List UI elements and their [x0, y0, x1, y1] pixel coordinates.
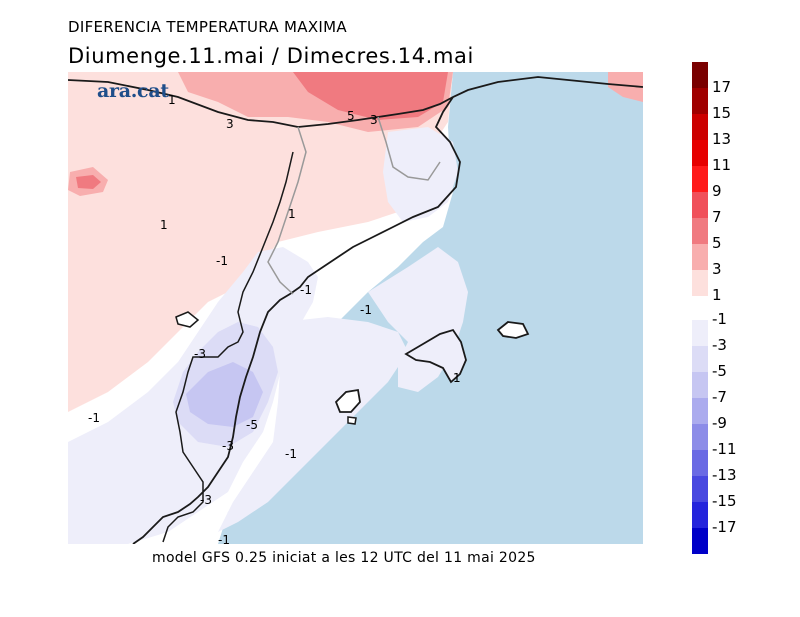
legend-label: -15 — [712, 492, 737, 510]
warm-zone-5 — [293, 72, 448, 120]
legend-label: 15 — [712, 104, 732, 122]
warm-zone-northwest — [68, 72, 168, 272]
contour-label: 5 — [347, 109, 355, 123]
model-run-footer: model GFS 0.25 iniciat a les 12 UTC del … — [152, 550, 536, 566]
legend-swatch — [692, 346, 708, 372]
legend-swatch — [692, 114, 708, 140]
legend-label: -7 — [712, 388, 727, 406]
legend-label: 9 — [712, 182, 722, 200]
legend-label: -1 — [712, 310, 727, 328]
legend-label: 17 — [712, 78, 732, 96]
legend-swatch — [692, 140, 708, 166]
cool-zone-minus5 — [186, 362, 263, 427]
cool-east-minus1 — [383, 127, 458, 222]
contour-label: 1 — [160, 218, 168, 232]
contour-label: -3 — [200, 493, 212, 507]
contour-label: -1 — [285, 447, 297, 461]
contour-label: -1 — [300, 283, 312, 297]
legend-label: -5 — [712, 362, 727, 380]
warm-zone-north — [68, 72, 453, 412]
legend-label: -9 — [712, 414, 727, 432]
legend-swatch — [692, 398, 708, 424]
contour-label: 1 — [288, 207, 296, 221]
legend-swatch — [692, 88, 708, 114]
island-ibiza — [334, 388, 361, 413]
legend-label: 11 — [712, 156, 732, 174]
legend-label: -17 — [712, 518, 737, 536]
legend-swatch — [692, 320, 708, 346]
legend-label: 3 — [712, 260, 722, 278]
legend-swatch — [692, 476, 708, 502]
chart-title: DIFERENCIA TEMPERATURA MAXIMA — [68, 18, 347, 36]
warm-spot-east — [608, 72, 643, 102]
legend-label: 1 — [712, 286, 722, 304]
legend-swatch — [692, 244, 708, 270]
contour-label: 3 — [226, 117, 234, 131]
contour-label: -1 — [360, 303, 372, 317]
legend-swatch — [692, 270, 708, 296]
legend-label: -13 — [712, 466, 737, 484]
island-formentera — [347, 416, 357, 425]
legend-swatch — [692, 166, 708, 192]
legend-swatch — [692, 218, 708, 244]
region-border — [267, 116, 441, 295]
contour-label: -1 — [218, 533, 230, 544]
color-legend: 17 15 13 11 9 7 5 3 1 -1 -3 -5 -7 -9 -11 -13 -15 -17 — [692, 62, 782, 562]
legend-swatch — [692, 372, 708, 398]
inland-border — [162, 151, 294, 543]
contour-label: -5 — [246, 418, 258, 432]
legend-swatch — [692, 62, 708, 88]
island-mallorca — [404, 328, 467, 384]
legend-label: 13 — [712, 130, 732, 148]
contour-label: 3 — [370, 113, 378, 127]
ara-cat-logo: ara.cat — [97, 80, 169, 102]
island-north — [175, 311, 200, 328]
legend-swatch — [692, 192, 708, 218]
legend-label: 7 — [712, 208, 722, 226]
date-range-subtitle: Diumenge.11.mai / Dimecres.14.mai — [68, 44, 474, 68]
island-menorca — [496, 321, 530, 339]
warm-spot-west-core — [76, 175, 101, 189]
contour-label: -1 — [216, 254, 228, 268]
temperature-difference-map: 1 3 5 3 1 1 -1 -1 -1 -3 -5 -3 -1 -3 -1 -… — [68, 72, 643, 544]
contour-label: -3 — [194, 347, 206, 361]
legend-swatch — [692, 424, 708, 450]
legend-label: 5 — [712, 234, 722, 252]
contour-labels: 1 3 5 3 1 1 -1 -1 -1 -3 -5 -3 -1 -3 -1 -… — [88, 93, 461, 544]
legend-label: -3 — [712, 336, 727, 354]
contour-label: 1 — [168, 93, 176, 107]
cool-sea-minus1 — [218, 317, 408, 532]
contour-label: -1 — [88, 411, 100, 425]
legend-label: -11 — [712, 440, 737, 458]
legend-swatch — [692, 450, 708, 476]
contour-label: 1 — [453, 371, 461, 385]
contour-label: -3 — [222, 439, 234, 453]
legend-swatch — [692, 528, 708, 554]
legend-swatch — [692, 502, 708, 528]
